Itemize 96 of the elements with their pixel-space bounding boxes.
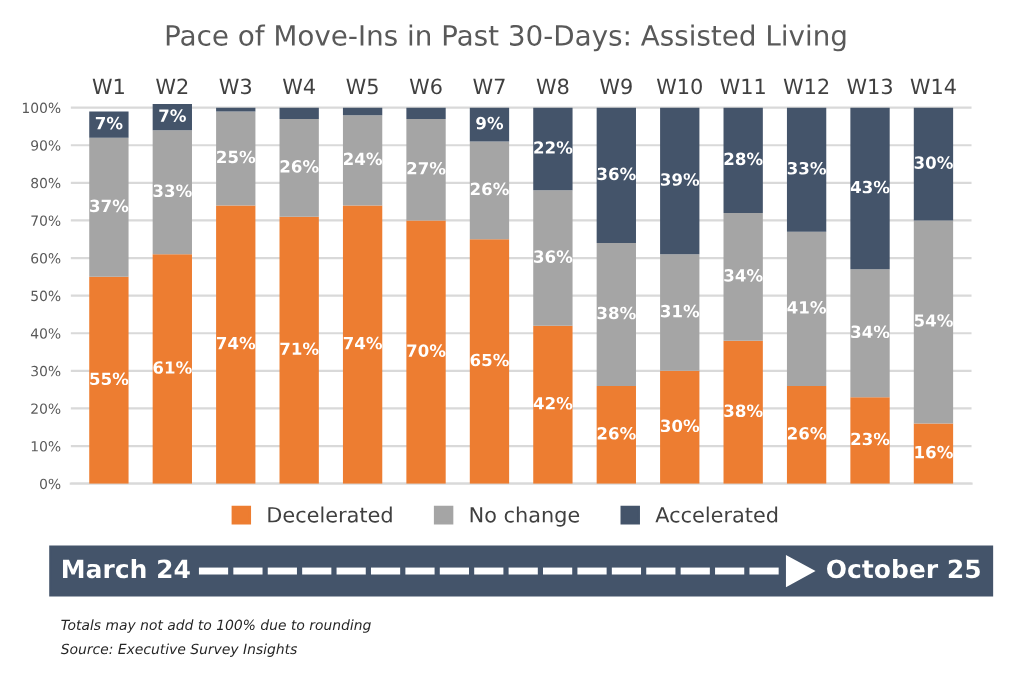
- x-tick-label: W3: [219, 78, 252, 95]
- x-tick-label: W4: [282, 78, 315, 94]
- data-label: 30%: [914, 156, 953, 169]
- bar: [342, 107, 383, 116]
- x-tick-label: W9: [600, 78, 632, 95]
- bar: [152, 254, 192, 484]
- data-label: 41%: [787, 301, 827, 314]
- bar: [342, 205, 383, 484]
- data-label: 33%: [153, 184, 192, 198]
- data-label: 26%: [470, 182, 509, 196]
- bar: [850, 397, 890, 484]
- data-label: 42%: [533, 396, 573, 410]
- bar: [596, 385, 636, 484]
- data-label: 61%: [153, 361, 192, 374]
- legend-label: Accelerated: [655, 506, 778, 523]
- x-tick-label: W7: [473, 78, 505, 94]
- data-label: 34%: [724, 269, 763, 282]
- bar: [786, 107, 827, 232]
- legend-label: Decelerated: [268, 506, 392, 523]
- x-tick-label: W14: [910, 78, 956, 94]
- bar: [660, 370, 700, 484]
- bar: [723, 212, 763, 341]
- bar: [850, 269, 890, 398]
- bar: [786, 385, 827, 484]
- data-label: 39%: [660, 173, 700, 186]
- bar: [533, 107, 573, 191]
- x-tick-label: W5: [346, 78, 378, 95]
- x-tick-label: W1: [92, 78, 124, 94]
- data-label: 28%: [724, 152, 763, 166]
- data-label: 55%: [90, 372, 129, 386]
- bar: [406, 118, 446, 221]
- bar: [913, 107, 954, 221]
- bar: [342, 115, 383, 206]
- data-label: 36%: [534, 250, 573, 263]
- bar: [660, 107, 700, 255]
- legend-label: No change: [470, 506, 580, 527]
- data-label: 74%: [343, 336, 383, 350]
- data-label: 37%: [90, 199, 129, 213]
- bar: [533, 190, 573, 326]
- data-label: 33%: [787, 161, 827, 175]
- data-label: 71%: [280, 342, 319, 356]
- data-label: 9%: [476, 116, 504, 130]
- data-label: 26%: [280, 160, 319, 173]
- bar: [786, 231, 827, 386]
- data-label: 30%: [660, 419, 700, 433]
- bar: [850, 107, 890, 270]
- bar: [533, 325, 573, 484]
- bar: [89, 111, 129, 138]
- data-label: 23%: [851, 432, 890, 446]
- bar: [216, 205, 256, 484]
- data-label: 24%: [343, 152, 383, 166]
- text: March 24: [63, 558, 190, 579]
- data-label: 25%: [217, 150, 256, 164]
- data-label: 38%: [597, 306, 636, 320]
- data-label: 70%: [407, 344, 446, 357]
- data-label: 43%: [850, 180, 890, 194]
- x-tick-label: W10: [656, 78, 702, 95]
- data-label: 36%: [597, 167, 636, 181]
- bar: [913, 220, 954, 424]
- data-label: 74%: [216, 336, 256, 350]
- x-tick-label: W6: [409, 78, 442, 95]
- data-label: 31%: [660, 304, 700, 318]
- x-tick-label: W12: [783, 78, 829, 94]
- bar: [469, 239, 510, 484]
- bar: [279, 118, 319, 217]
- bar: [279, 216, 319, 484]
- data-label: 26%: [787, 427, 827, 440]
- bar: [723, 340, 763, 484]
- bar: [596, 243, 636, 386]
- bar: [406, 220, 446, 484]
- data-label: 26%: [597, 427, 636, 440]
- data-label: 65%: [470, 353, 509, 367]
- bar: [152, 130, 192, 255]
- data-label: 54%: [914, 314, 953, 327]
- data-label: 34%: [851, 325, 890, 339]
- x-tick-label: W11: [720, 78, 765, 94]
- x-tick-label: W2: [156, 78, 188, 94]
- x-tick-label: W13: [847, 78, 892, 95]
- bar: [89, 276, 129, 484]
- data-label: 22%: [534, 141, 573, 154]
- text: October 25: [827, 558, 980, 579]
- bar: [469, 141, 510, 240]
- chart-title: Pace of Move-Ins in Past 30-Days: Assisted Living: [166, 24, 846, 52]
- bar: [596, 107, 636, 244]
- x-tick-label: W8: [536, 78, 569, 95]
- data-label: 7%: [95, 116, 123, 130]
- bar: [406, 107, 446, 119]
- data-label: 27%: [407, 161, 446, 175]
- bar: [723, 107, 763, 213]
- bar: [660, 254, 700, 371]
- data-label: 16%: [915, 445, 953, 459]
- bar: [279, 107, 319, 119]
- bar: [89, 137, 129, 277]
- data-label: 38%: [724, 404, 763, 418]
- data-label: 7%: [159, 109, 186, 122]
- bar: [216, 111, 256, 206]
